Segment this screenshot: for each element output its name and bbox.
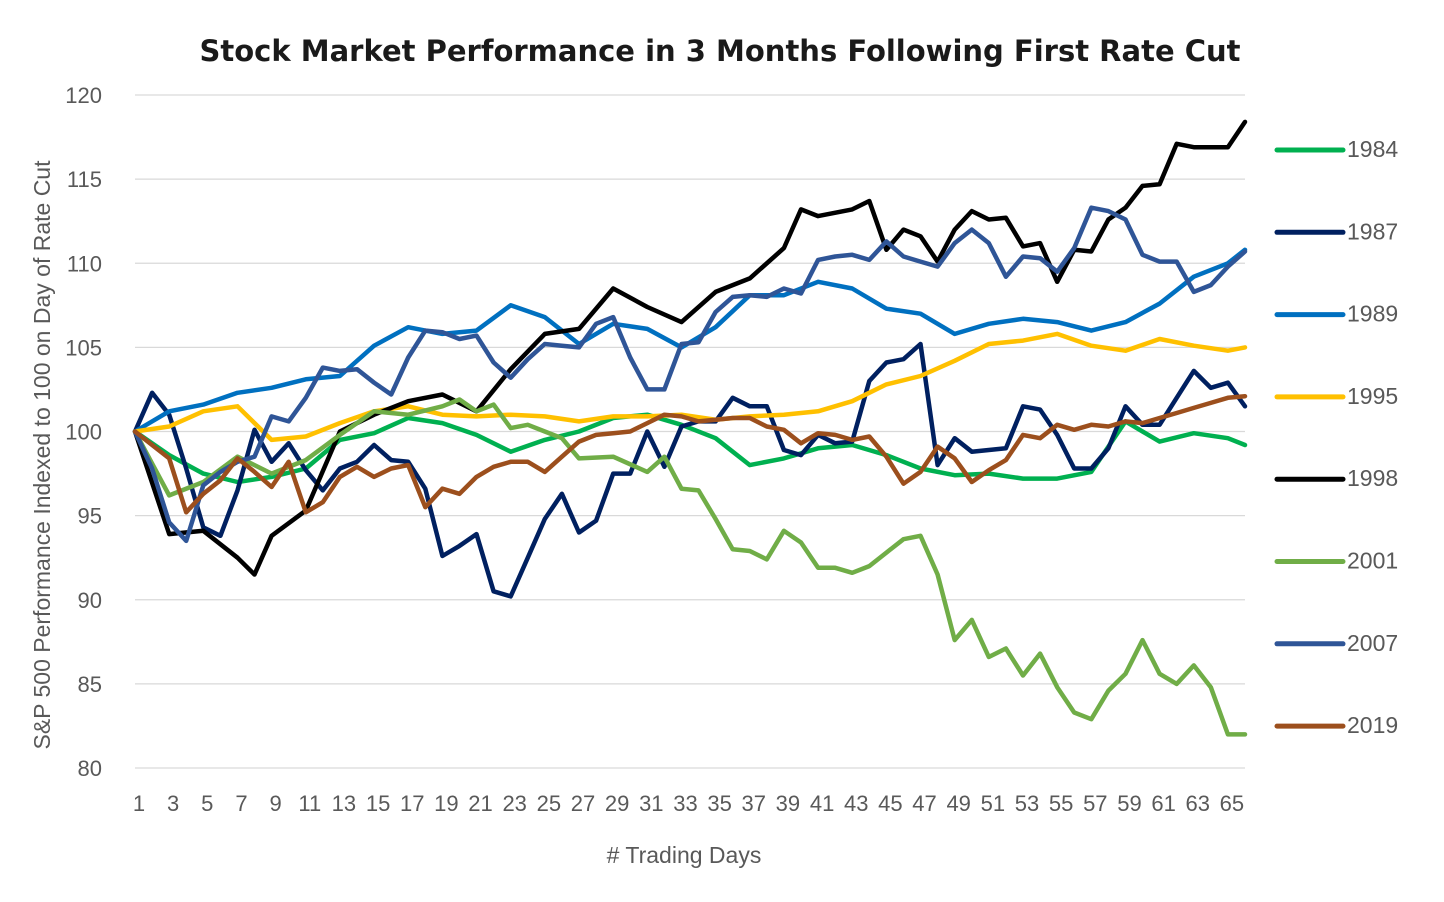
y-tick-label: 80 <box>78 756 102 781</box>
x-tick-label: 3 <box>167 791 179 816</box>
legend-label-1995: 1995 <box>1347 383 1398 409</box>
legend-label-1987: 1987 <box>1347 218 1398 244</box>
x-tick-label: 43 <box>844 791 868 816</box>
x-tick-label: 57 <box>1083 791 1107 816</box>
legend-label-2001: 2001 <box>1347 548 1398 574</box>
x-tick-label: 23 <box>502 791 526 816</box>
series-line-1987 <box>132 341 1248 599</box>
x-tick-label: 65 <box>1220 791 1244 816</box>
x-tick-label: 13 <box>332 791 356 816</box>
x-axis-label: # Trading Days <box>607 842 762 868</box>
y-axis-ticks: 120 115 110 105 100 95 90 85 80 <box>65 83 102 781</box>
y-tick-label: 90 <box>78 588 102 613</box>
y-tick-label: 120 <box>65 83 102 108</box>
gridlines <box>135 94 1245 769</box>
x-tick-label: 5 <box>201 791 213 816</box>
x-tick-label: 29 <box>605 791 629 816</box>
x-tick-label: 35 <box>707 791 731 816</box>
legend-label-1989: 1989 <box>1347 301 1398 327</box>
legend-label-2019: 2019 <box>1347 712 1398 738</box>
x-tick-label: 17 <box>400 791 424 816</box>
x-axis-ticks: 1 3 5 7 9 11 13 15 17 19 21 23 25 27 29 31 33 35 37 39 41 43 4… <box>133 791 1244 816</box>
x-tick-label: 15 <box>366 791 390 816</box>
chart-title: Stock Market Performance in 3 Months Fol… <box>200 34 1241 68</box>
x-tick-label: 31 <box>639 791 663 816</box>
series-line-1984 <box>132 412 1248 485</box>
series-line-1995 <box>132 331 1248 443</box>
series-line-1989 <box>132 247 1248 434</box>
x-tick-label: 63 <box>1186 791 1210 816</box>
x-tick-label: 39 <box>776 791 800 816</box>
x-tick-label: 9 <box>269 791 281 816</box>
series-lines <box>132 119 1248 737</box>
x-tick-label: 37 <box>742 791 766 816</box>
x-tick-label: 59 <box>1117 791 1141 816</box>
y-axis-label: S&P 500 Performance Indexed to 100 on Da… <box>29 160 55 750</box>
legend-label-1984: 1984 <box>1347 136 1398 162</box>
x-tick-label: 27 <box>571 791 595 816</box>
series-line-2019 <box>132 393 1248 515</box>
y-tick-label: 100 <box>65 420 102 445</box>
x-tick-label: 47 <box>912 791 936 816</box>
x-tick-label: 49 <box>946 791 970 816</box>
y-tick-label: 85 <box>78 672 102 697</box>
x-tick-label: 1 <box>133 791 145 816</box>
x-tick-label: 33 <box>673 791 697 816</box>
y-tick-label: 110 <box>67 251 102 276</box>
x-tick-label: 53 <box>1015 791 1039 816</box>
x-tick-label: 41 <box>810 791 834 816</box>
x-tick-label: 21 <box>468 791 492 816</box>
legend-label-2007: 2007 <box>1347 630 1398 656</box>
x-tick-label: 11 <box>298 791 321 816</box>
series-line-2007 <box>132 205 1248 544</box>
x-tick-label: 7 <box>235 791 247 816</box>
y-tick-label: 115 <box>67 167 102 192</box>
legend-label-1998: 1998 <box>1347 465 1398 491</box>
y-tick-label: 95 <box>78 504 102 529</box>
x-tick-label: 61 <box>1151 791 1175 816</box>
x-tick-label: 51 <box>981 791 1005 816</box>
x-tick-label: 45 <box>878 791 902 816</box>
legend: 1984 1987 1989 1995 1998 2001 2007 2019 <box>1274 136 1398 738</box>
x-tick-label: 19 <box>434 791 458 816</box>
series-line-2001 <box>132 397 1248 737</box>
x-tick-label: 25 <box>537 791 561 816</box>
y-tick-label: 105 <box>65 335 102 360</box>
x-tick-label: 55 <box>1049 791 1073 816</box>
